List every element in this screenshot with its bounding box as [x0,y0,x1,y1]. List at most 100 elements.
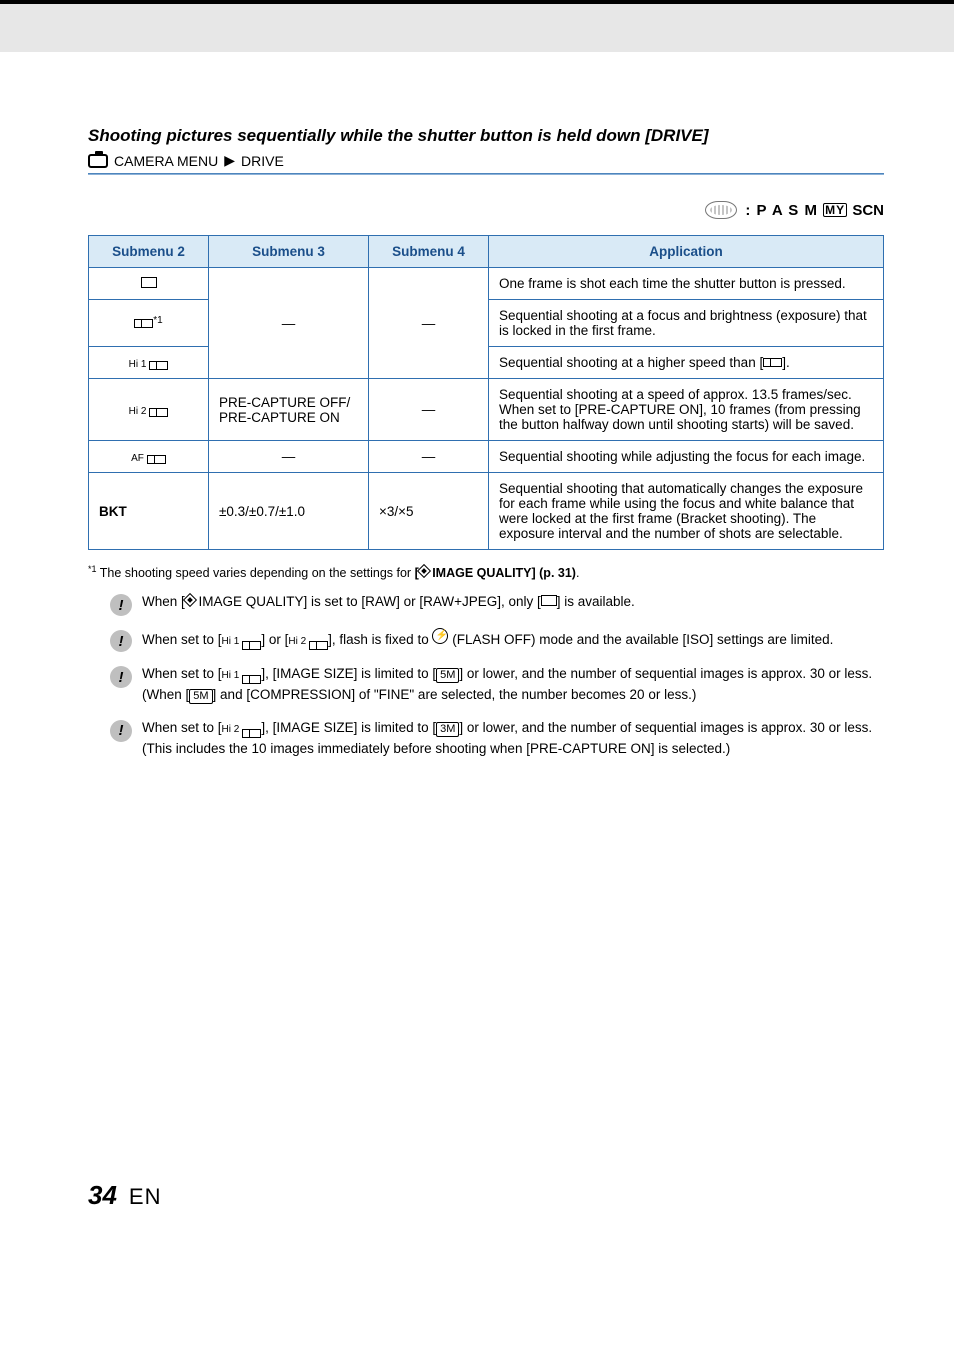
page-lang: EN [129,1184,162,1210]
mode-m: M [804,202,818,219]
n1b: IMAGE QUALITY] is set to [RAW] or [RAW+J… [195,594,541,609]
table-row: Hi 2 PRE-CAPTURE OFF/ PRE-CAPTURE ON — S… [89,379,884,441]
cell-sub4-5: — [369,441,489,473]
cell-sym-af: AF [89,441,209,473]
crumb-menu: CAMERA MENU [114,153,218,169]
note-text: When set to [Hi 1 ], [IMAGE SIZE] is limi… [142,664,884,706]
mode-scn: SCN [852,202,884,219]
hi1-label: Hi 1 [222,668,240,684]
cell-app-1: One frame is shot each time the shutter … [489,268,884,300]
th-sub4: Submenu 4 [369,236,489,268]
single-frame-icon [141,277,157,288]
mode-prefix: : [745,202,751,219]
mode-list: : P A S M MY SCN [745,202,884,219]
n1a: When [ [142,594,185,609]
footnote-star: *1 [88,564,97,574]
crumb-item: DRIVE [241,153,284,169]
n3b: ], [IMAGE SIZE] is limited to [ [261,666,436,681]
page-number: 34 [88,1180,117,1211]
footnote-dot: . [576,566,579,580]
note-text: When set to [Hi 2], [IMAGE SIZE] is limi… [142,718,884,760]
cell-sub3-4: PRE-CAPTURE OFF/ PRE-CAPTURE ON [209,379,369,441]
single-frame-icon [541,595,557,606]
drive-table: Submenu 2 Submenu 3 Submenu 4 Applicatio… [88,235,884,550]
table-row: BKT ±0.3/±0.7/±1.0 ×3/×5 Sequential shoo… [89,473,884,550]
cell-sub3-merged: — [209,268,369,379]
n3a: When set to [ [142,666,222,681]
app3-a: Sequential shooting at a higher speed th… [499,355,763,370]
note-item: ! When set to [Hi 1 ], [IMAGE SIZE] is li… [110,664,884,706]
caution-icon: ! [110,720,132,742]
hi1-icon: Hi 1 [222,634,262,650]
heading-rule [88,173,884,175]
cell-app-6: Sequential shooting that automatically c… [489,473,884,550]
camera-icon [88,154,108,168]
mode-a: A [772,202,783,219]
caution-icon: ! [110,594,132,616]
cell-app-4: Sequential shooting at a speed of approx… [489,379,884,441]
cell-app-5: Sequential shooting while adjusting the … [489,441,884,473]
n4b: ], [IMAGE SIZE] is limited to [ [261,720,436,735]
note-text: When set to [Hi 1] or [Hi 2], flash is f… [142,628,833,652]
note-item: ! When [ IMAGE QUALITY] is set to [RAW] … [110,592,884,616]
n2b: ] or [ [261,632,288,647]
cell-sym-hi1: Hi 1 [89,347,209,379]
footnote-bold-rest: IMAGE QUALITY] (p. 31) [429,566,576,580]
breadcrumb: CAMERA MENU ▶ DRIVE [88,152,884,169]
table-row: AF — — Sequential shooting while adjusti… [89,441,884,473]
n2d: (FLASH OFF) mode and the available [ISO]… [448,632,833,647]
star-ref: *1 [153,315,162,326]
hi2-icon: Hi 2 [222,722,262,738]
footnote: *1 The shooting speed varies depending o… [88,564,884,580]
n1c: ] is available. [557,594,635,609]
cell-sub3-5: — [209,441,369,473]
th-app: Application [489,236,884,268]
mode-p: P [756,202,767,219]
caution-icon: ! [110,666,132,688]
af-label: AF [131,453,144,464]
hi1-icon: Hi 1 [222,668,262,684]
cell-sym-bkt: BKT [89,473,209,550]
size-5m-icon: 5M [436,668,459,683]
note-text: When [ IMAGE QUALITY] is set to [RAW] or… [142,592,635,616]
note-item: ! When set to [Hi 1] or [Hi 2], flash is… [110,628,884,652]
th-sub3: Submenu 3 [209,236,369,268]
n2a: When set to [ [142,632,222,647]
hi2-label: Hi 2 [129,406,147,417]
cell-sym-single [89,268,209,300]
page-footer: 34 EN [88,1180,884,1241]
n4a: When set to [ [142,720,222,735]
mode-my: MY [823,203,847,217]
hi2-icon: Hi 2 [288,634,328,650]
cell-sub4-4: — [369,379,489,441]
size-5m-icon: 5M [189,689,212,704]
footnote-text-a: The shooting speed varies depending on t… [100,566,415,580]
section-heading: Shooting pictures sequentially while the… [88,126,884,146]
af-icon: AF [131,453,166,464]
cell-sub3-6: ±0.3/±0.7/±1.0 [209,473,369,550]
mode-dial-row: : P A S M MY SCN [88,201,884,219]
th-sub2: Submenu 2 [89,236,209,268]
note-item: ! When set to [Hi 2], [IMAGE SIZE] is li… [110,718,884,760]
notes-block: ! When [ IMAGE QUALITY] is set to [RAW] … [88,592,884,760]
hi1-icon: Hi 1 [129,359,169,370]
sequential-icon [134,319,153,328]
cell-sub4-merged: — [369,268,489,379]
size-3m-icon: 3M [436,722,459,737]
top-band [0,0,954,70]
n3d: ] and [COMPRESSION] of "FINE" are select… [213,687,697,702]
bkt-label: BKT [99,504,127,519]
table-header-row: Submenu 2 Submenu 3 Submenu 4 Applicatio… [89,236,884,268]
hi1-label: Hi 1 [222,634,240,650]
caution-icon: ! [110,630,132,652]
hi2-label: Hi 2 [288,634,306,650]
cell-sym-hi2: Hi 2 [89,379,209,441]
cell-sub4-6: ×3/×5 [369,473,489,550]
mode-dial-icon [705,201,737,219]
cell-app-2: Sequential shooting at a focus and brigh… [489,300,884,347]
hi1-label: Hi 1 [129,359,147,370]
table-row: — — One frame is shot each time the shut… [89,268,884,300]
sequential-icon-inline [763,358,782,367]
app3-b: ]. [782,355,790,370]
page-content: Shooting pictures sequentially while the… [0,70,954,1241]
